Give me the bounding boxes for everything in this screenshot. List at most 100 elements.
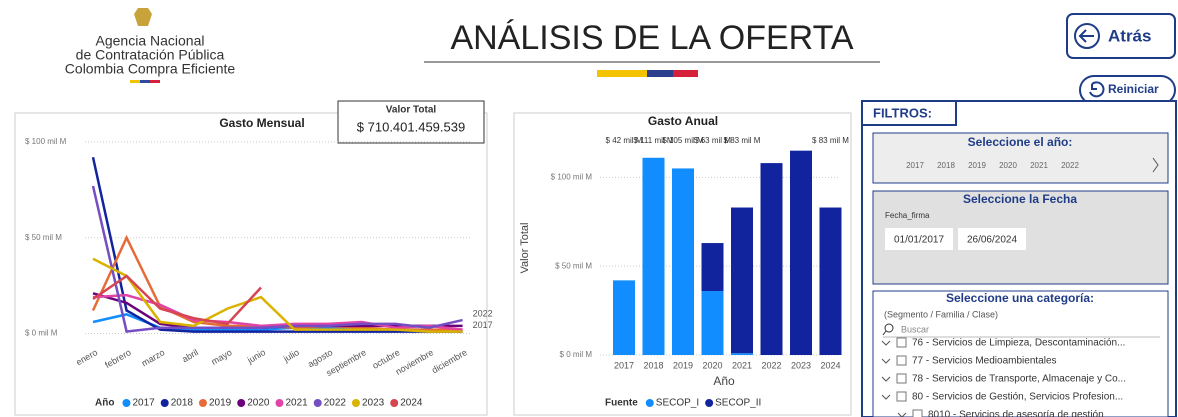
total-card <box>337 100 485 144</box>
legend-swatch <box>122 399 131 407</box>
legend-swatch <box>351 399 360 407</box>
y-tick-label: $ 0 mil M <box>25 329 58 338</box>
legend-label: 2021 <box>285 398 308 409</box>
category-title: Seleccione una categoría: <box>946 291 1094 305</box>
reset-icon <box>1089 81 1105 98</box>
flag-stripe <box>150 80 160 83</box>
checkbox[interactable] <box>896 337 907 348</box>
category-item[interactable]: 8010 - Servicios de asesoría de gestión <box>928 410 1104 417</box>
year-slicer-title: Seleccione el año: <box>968 135 1073 149</box>
search-icon <box>882 330 887 336</box>
legend-label: 2017 <box>132 398 155 409</box>
flag-stripe <box>140 80 150 83</box>
date-field: Fecha_firma <box>885 211 930 220</box>
series-line <box>91 185 463 333</box>
legend-swatch <box>237 399 246 407</box>
bar-segment <box>790 150 812 355</box>
date-start[interactable]: 01/01/2017 <box>894 235 944 246</box>
org-name: Agencia Nacional <box>96 33 205 49</box>
bar-segment <box>731 353 753 355</box>
flag-stripe <box>130 80 140 83</box>
legend-swatch <box>390 399 399 407</box>
checkbox[interactable] <box>896 391 907 402</box>
total-label: Valor Total <box>386 105 437 116</box>
y-tick-label: $ 100 mil M <box>25 137 67 146</box>
total-label: $ 63 mil M <box>694 136 731 145</box>
category-item[interactable]: 78 - Servicios de Transporte, Almacenaje… <box>912 374 1126 385</box>
x-tick-label: 2024 <box>820 360 840 370</box>
x-tick-label: 2023 <box>791 360 811 370</box>
year-option[interactable]: 2017 <box>906 161 924 170</box>
total-label: $ 83 mil M <box>724 136 761 145</box>
bar-segment <box>672 168 694 355</box>
x-tick-label: 2017 <box>614 360 634 370</box>
date-slicer-title: Seleccione la Fecha <box>963 192 1077 206</box>
reset-label[interactable]: Reiniciar <box>1108 82 1159 96</box>
legend-title: Año <box>95 398 114 409</box>
y-tick-label: $ 0 mil M <box>560 350 593 359</box>
date-start-box[interactable] <box>885 228 953 250</box>
legend-swatch <box>160 399 169 407</box>
year-option[interactable]: 2021 <box>1030 161 1048 170</box>
total-label: $ 42 mil M <box>606 136 643 145</box>
monthly-panel <box>14 112 488 416</box>
chart-title: Gasto Mensual <box>219 116 304 130</box>
checkbox[interactable] <box>896 355 907 366</box>
total-label: $ 105 mil M <box>662 136 704 145</box>
category-slicer <box>872 290 1169 417</box>
page-title: ANÁLISIS DE LA OFERTA <box>450 19 853 57</box>
bar-segment <box>642 157 665 355</box>
x-tick-label: 2022 <box>761 360 781 370</box>
category-item[interactable]: 77 - Servicios Medioambientales <box>912 356 1057 367</box>
legend-label: 2020 <box>247 398 270 409</box>
search-input[interactable]: Buscar <box>901 324 929 334</box>
y-axis-title: Valor Total <box>519 223 531 274</box>
category-item[interactable]: 80 - Servicios de Gestión, Servicios Pro… <box>912 392 1123 403</box>
legend-label: 2018 <box>171 398 194 409</box>
end-label: 2022 <box>473 308 493 318</box>
back-label[interactable]: Atrás <box>1108 26 1151 45</box>
back-icon <box>1074 23 1100 49</box>
filters-title: FILTROS: <box>873 105 932 120</box>
chart-title: Gasto Anual <box>648 114 718 128</box>
checkbox[interactable] <box>896 373 907 384</box>
series-line <box>92 257 463 333</box>
org-name: Colombia Compra Eficiente <box>65 61 236 77</box>
bar-segment <box>701 243 724 292</box>
date-end-box[interactable] <box>958 228 1026 250</box>
year-option[interactable]: 2020 <box>999 161 1017 170</box>
category-subtitle: (Segmento / Familia / Clase) <box>884 309 998 319</box>
checkbox[interactable] <box>912 409 923 417</box>
x-axis-title: Año <box>713 374 735 388</box>
legend-label: 2023 <box>362 398 385 409</box>
back-button[interactable] <box>1066 13 1176 59</box>
year-option[interactable]: 2018 <box>937 161 955 170</box>
legend-label: 2024 <box>400 398 423 409</box>
legend-label: 2022 <box>324 398 347 409</box>
legend-swatch <box>645 399 654 407</box>
x-tick-label: 2021 <box>732 360 752 370</box>
series-line <box>92 274 262 326</box>
expand-chevron <box>897 412 907 417</box>
y-tick-label: $ 50 mil M <box>555 261 592 270</box>
legend-swatch <box>198 399 207 407</box>
year-option[interactable]: 2019 <box>968 161 986 170</box>
legend-label: 2019 <box>209 398 232 409</box>
expand-chevron <box>881 358 891 364</box>
legend-swatch <box>313 399 322 407</box>
flag-stripe <box>597 70 647 77</box>
series-line <box>91 156 463 333</box>
year-option[interactable]: 2022 <box>1061 161 1079 170</box>
slicer-next[interactable] <box>1152 157 1159 173</box>
expand-chevron <box>881 394 891 400</box>
bar-segment <box>731 207 753 354</box>
category-item[interactable]: 76 - Servicios de Limpieza, Descontamina… <box>912 338 1125 349</box>
date-end[interactable]: 26/06/2024 <box>967 235 1017 246</box>
x-tick-label: 2020 <box>702 360 722 370</box>
legend-title: Fuente <box>605 398 638 409</box>
y-tick-label: $ 50 mil M <box>25 233 62 242</box>
x-tick-label: 2019 <box>673 360 693 370</box>
logo-emblem <box>134 8 152 26</box>
bar-segment <box>819 207 842 355</box>
